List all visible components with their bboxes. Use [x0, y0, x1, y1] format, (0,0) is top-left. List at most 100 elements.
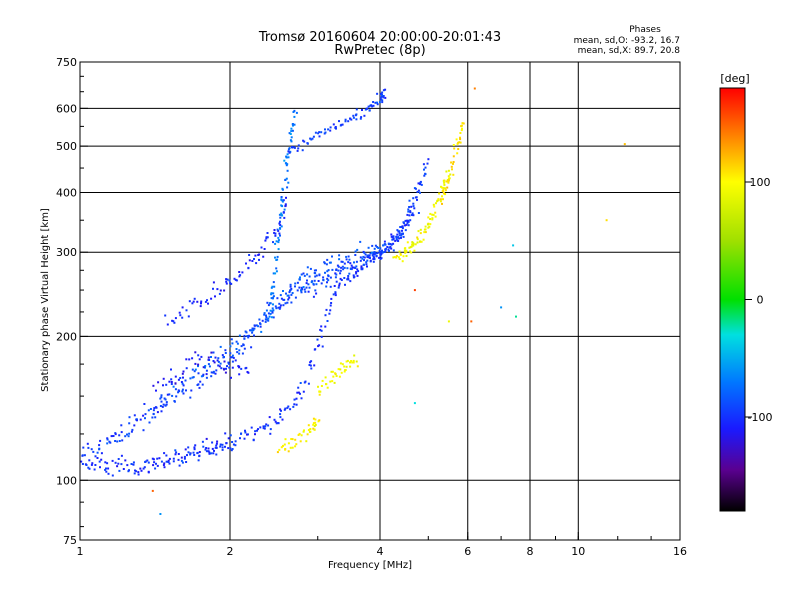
echo-point: [362, 250, 365, 253]
echo-point: [347, 255, 350, 258]
echo-point: [395, 238, 398, 240]
echo-point: [416, 238, 419, 241]
echo-point: [87, 466, 90, 469]
echo-point: [204, 366, 206, 369]
echo-point: [314, 131, 317, 134]
echo-point: [284, 179, 287, 181]
echo-point: [282, 211, 285, 214]
echo-point: [156, 457, 159, 460]
echo-point: [293, 403, 296, 406]
echo-point: [427, 158, 430, 161]
echo-point: [385, 247, 387, 250]
echo-point: [452, 173, 455, 176]
echo-point: [303, 288, 306, 291]
echo-point: [269, 309, 272, 312]
echo-point: [274, 242, 277, 245]
echo-point: [269, 428, 272, 431]
echo-point: [278, 213, 281, 216]
echo-point: [323, 261, 326, 264]
echo-point: [126, 464, 129, 467]
echo-point: [131, 428, 134, 431]
echo-point: [272, 272, 275, 275]
echo-point: [252, 439, 255, 442]
echo-point: [369, 252, 372, 255]
echo-point: [231, 342, 234, 345]
echo-point: [371, 105, 374, 108]
echo-point: [286, 301, 289, 304]
echo-point: [405, 249, 408, 252]
echo-point: [336, 264, 339, 267]
echo-point: [193, 370, 196, 373]
echo-point: [347, 275, 350, 277]
echo-point: [281, 214, 284, 217]
echo-point: [432, 203, 435, 206]
echo-point: [398, 232, 401, 234]
echo-point: [207, 447, 210, 450]
echo-point: [283, 159, 286, 162]
echo-point: [413, 249, 416, 252]
echo-point: [231, 366, 234, 369]
echo-point: [285, 155, 288, 158]
echo-point: [441, 186, 443, 189]
echo-point: [339, 272, 342, 275]
echo-point: [412, 214, 415, 217]
echo-point: [235, 348, 238, 350]
echo-point: [268, 416, 271, 419]
echo-point: [308, 364, 311, 366]
echo-point: [303, 429, 305, 432]
echo-point: [230, 282, 233, 285]
echo-point: [164, 404, 167, 407]
echo-point: [193, 297, 196, 300]
echo-point: [178, 464, 181, 467]
echo-point: [139, 467, 142, 470]
echo-point: [452, 155, 455, 158]
echo-point: [181, 306, 184, 309]
echo-point: [147, 461, 150, 464]
echo-point: [151, 457, 154, 460]
echo-point: [246, 433, 248, 436]
echo-points: [80, 87, 626, 515]
echo-point: [287, 181, 290, 184]
echo-point: [398, 230, 401, 233]
echo-point: [290, 287, 293, 290]
echo-point: [387, 248, 390, 251]
echo-point: [356, 268, 359, 271]
echo-point: [318, 273, 321, 276]
echo-point: [605, 219, 608, 222]
echo-point: [191, 302, 194, 305]
echo-point: [152, 384, 155, 387]
echo-point: [288, 296, 291, 299]
echo-point: [320, 325, 323, 328]
echo-point: [181, 372, 184, 375]
echo-point: [453, 147, 456, 150]
echo-point: [178, 390, 181, 393]
echo-point: [446, 186, 449, 189]
echo-point: [334, 294, 337, 297]
y-tick-label: 400: [56, 186, 77, 199]
echo-point: [349, 268, 352, 270]
echo-point: [267, 312, 270, 315]
echo-point: [287, 148, 290, 151]
echo-point: [280, 225, 283, 228]
echo-point: [314, 423, 317, 426]
echo-point: [183, 455, 186, 458]
echo-point: [302, 272, 305, 275]
echo-point: [355, 271, 358, 274]
echo-point: [183, 457, 186, 460]
echo-point: [359, 117, 362, 120]
echo-point: [401, 229, 403, 232]
echo-point: [404, 247, 407, 250]
echo-point: [132, 461, 135, 464]
echo-point: [130, 430, 133, 433]
echo-point: [171, 319, 174, 322]
echo-point: [198, 455, 201, 458]
echo-point: [285, 177, 288, 180]
echo-point: [318, 393, 321, 396]
echo-point: [388, 246, 391, 249]
echo-point: [223, 356, 225, 358]
echo-point: [181, 316, 184, 319]
echo-point: [114, 440, 117, 442]
echo-point: [289, 289, 291, 292]
echo-point: [345, 360, 348, 363]
echo-point: [349, 361, 351, 364]
